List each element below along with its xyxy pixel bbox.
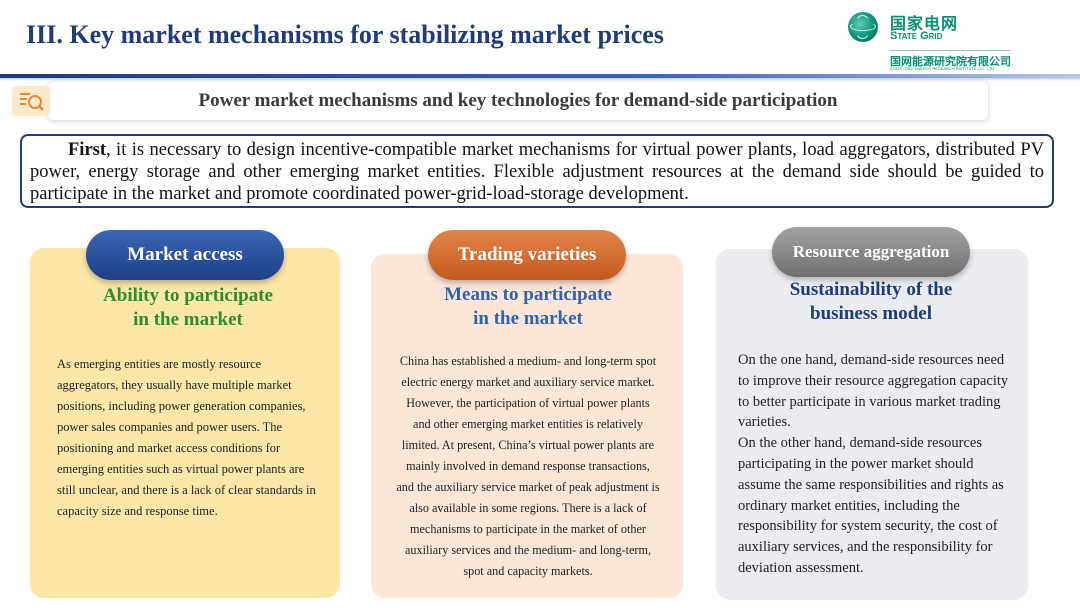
page-title: III. Key market mechanisms for stabilizi… <box>26 20 664 49</box>
logo-institute-cn: 国网能源研究院有限公司 <box>890 50 1011 69</box>
resource-aggregation-label: Resource aggregation <box>772 227 970 277</box>
trading-varieties-heading: Means to participate in the market <box>444 284 612 329</box>
resource-aggregation-body: On the one hand, demand-side resources n… <box>738 350 1018 579</box>
resource-aggregation-paragraph-2: On the other hand, demand-side resources… <box>738 435 1004 576</box>
state-grid-logo: 国家电网 State Grid 国网能源研究院有限公司 STATE GRID E… <box>848 10 1048 72</box>
subtitle-text: Power market mechanisms and key technolo… <box>198 90 838 111</box>
header-divider-shadow <box>0 78 1080 81</box>
logo-institute-en: STATE GRID ENERGY RESEARCH INSTITUTE CO.… <box>890 66 996 71</box>
market-access-heading: Ability to participate in the market <box>103 285 273 330</box>
globe-icon <box>848 12 878 42</box>
card-market-access <box>30 248 340 598</box>
market-access-label: Market access <box>86 230 284 280</box>
resource-aggregation-heading: Sustainability of the business model <box>789 279 953 324</box>
logo-name-cn: 国家电网 <box>890 14 959 33</box>
intro-lead: First <box>68 140 107 160</box>
card-trading-varieties <box>371 254 683 598</box>
header-divider <box>0 74 1080 78</box>
resource-aggregation-paragraph-1: On the one hand, demand-side resources n… <box>738 352 1009 431</box>
card-resource-aggregation <box>716 249 1028 600</box>
intro-text: , it is necessary to design incentive-co… <box>30 140 1044 204</box>
market-access-body: As emerging entities are mostly resource… <box>57 357 316 518</box>
trading-varieties-label: Trading varieties <box>428 230 626 280</box>
trading-varieties-body: China has established a medium- and long… <box>396 354 660 578</box>
subtitle-banner: Power market mechanisms and key technolo… <box>48 82 988 120</box>
intro-statement: First, it is necessary to design incenti… <box>20 134 1054 208</box>
logo-name-en: State Grid <box>890 30 943 42</box>
search-list-icon <box>12 86 50 116</box>
